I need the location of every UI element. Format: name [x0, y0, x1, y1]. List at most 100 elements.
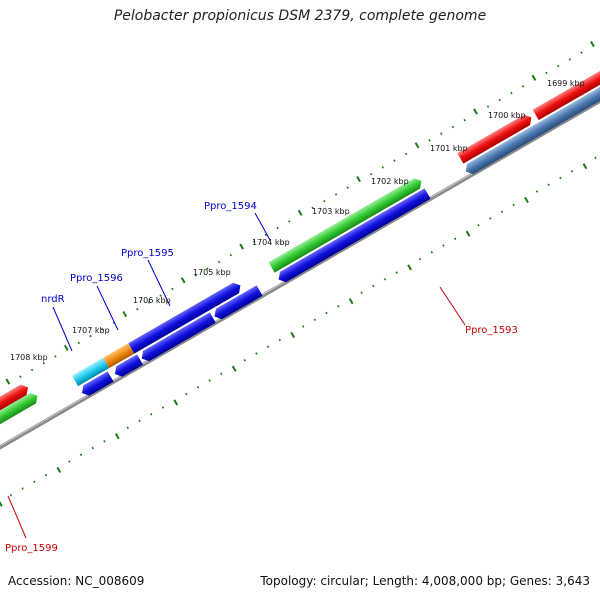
gene-feature[interactable] — [463, 77, 600, 177]
minor-tick — [313, 318, 317, 322]
minor-tick — [311, 206, 314, 210]
label-leaders — [7, 212, 466, 539]
minor-tick — [500, 210, 504, 214]
major-tick — [524, 196, 529, 204]
major-tick — [348, 298, 354, 305]
gene-feature[interactable] — [0, 391, 40, 435]
minor-tick — [568, 58, 572, 61]
kbp-label: 1705 kbp — [193, 268, 231, 277]
minor-tick — [498, 98, 501, 102]
gene-labels: nrdR Ppro_1596 Ppro_1595 Ppro_1594 Ppro_… — [5, 201, 518, 554]
minor-tick — [89, 334, 92, 338]
major-tick — [531, 74, 537, 81]
minor-tick — [288, 220, 291, 223]
leader-line — [96, 285, 119, 331]
kbp-label: 1708 kbp — [10, 353, 48, 362]
minor-tick — [453, 237, 457, 241]
minor-tick — [486, 105, 490, 108]
minor-tick — [594, 156, 597, 160]
major-tick — [56, 466, 62, 474]
gene-feature[interactable] — [0, 382, 31, 426]
kbp-label: 1702 kbp — [371, 177, 409, 186]
minor-tick — [79, 453, 83, 457]
gene-feature[interactable] — [457, 112, 534, 164]
gene-feature[interactable] — [103, 343, 135, 369]
kbp-labels: 1699 kbp 1700 kbp 1701 kbp 1702 kbp 1703… — [10, 79, 585, 362]
major-tick — [414, 142, 420, 149]
major-tick — [63, 344, 69, 351]
minor-tick — [255, 352, 258, 355]
minor-tick — [276, 226, 279, 230]
minor-tick — [252, 240, 256, 243]
gene-label-ppro-1594[interactable]: Ppro_1594 — [204, 201, 257, 212]
major-tick — [239, 243, 245, 250]
minor-tick — [381, 166, 384, 169]
major-tick — [407, 264, 412, 271]
minor-tick — [161, 406, 165, 409]
gene-label-ppro-1596[interactable]: Ppro_1596 — [70, 273, 123, 284]
kbp-label: 1707 kbp — [72, 326, 110, 335]
reverse-genes — [79, 77, 600, 398]
minor-tick — [33, 480, 36, 484]
minor-tick — [159, 294, 162, 297]
gene-label-ppro-1599[interactable]: Ppro_1599 — [5, 543, 58, 554]
major-tick — [356, 175, 361, 183]
minor-tick — [264, 233, 268, 237]
minor-tick — [512, 203, 515, 207]
minor-tick — [360, 291, 363, 295]
major-tick — [114, 433, 120, 440]
minor-tick — [206, 267, 209, 270]
minor-tick — [30, 368, 34, 372]
gene-feature[interactable] — [276, 188, 431, 284]
minor-tick — [404, 152, 408, 156]
minor-tick — [266, 345, 270, 349]
minor-tick — [580, 51, 583, 54]
minor-tick — [535, 190, 539, 193]
minor-tick — [196, 386, 200, 389]
minor-tick — [77, 341, 81, 345]
minor-tick — [442, 244, 445, 247]
minor-tick — [243, 359, 246, 362]
gene-label-nrdR[interactable]: nrdR — [41, 294, 65, 305]
kbp-label: 1699 kbp — [547, 79, 585, 88]
minor-tick — [395, 271, 398, 274]
minor-tick — [229, 253, 232, 257]
minor-tick — [372, 284, 375, 288]
minor-tick — [91, 446, 94, 450]
kbp-label: 1701 kbp — [430, 144, 468, 153]
minor-tick — [451, 125, 455, 129]
gene-feature[interactable] — [532, 66, 600, 121]
gene-feature[interactable] — [112, 354, 144, 379]
minor-tick — [68, 460, 71, 463]
kbp-label: 1706 kbp — [133, 296, 171, 305]
gene-feature[interactable] — [72, 357, 110, 387]
gene-feature[interactable] — [139, 312, 216, 363]
minor-tick — [301, 325, 305, 328]
major-tick — [5, 378, 11, 385]
minor-tick — [101, 328, 104, 331]
major-tick — [297, 209, 303, 216]
forward-genes — [0, 66, 600, 435]
major-tick — [122, 310, 128, 318]
gene-label-ppro-1593[interactable]: Ppro_1593 — [465, 325, 518, 336]
minor-tick — [383, 278, 387, 281]
gene-feature[interactable] — [79, 371, 114, 398]
major-tick — [290, 331, 296, 339]
kbp-label: 1700 kbp — [488, 111, 526, 120]
backbone-line — [0, 95, 600, 459]
minor-tick — [323, 199, 326, 203]
major-tick — [173, 399, 179, 406]
minor-tick — [346, 186, 349, 189]
gene-feature[interactable] — [128, 280, 243, 354]
minor-tick — [42, 361, 45, 365]
gene-feature[interactable] — [268, 176, 425, 273]
minor-tick — [440, 132, 443, 135]
minor-tick — [510, 91, 513, 95]
gene-label-ppro-1595[interactable]: Ppro_1595 — [121, 248, 174, 259]
gene-feature[interactable] — [212, 285, 263, 321]
minor-tick — [545, 71, 548, 75]
minor-tick — [489, 217, 492, 220]
kbp-label: 1703 kbp — [312, 207, 350, 216]
minor-tick — [334, 193, 338, 196]
